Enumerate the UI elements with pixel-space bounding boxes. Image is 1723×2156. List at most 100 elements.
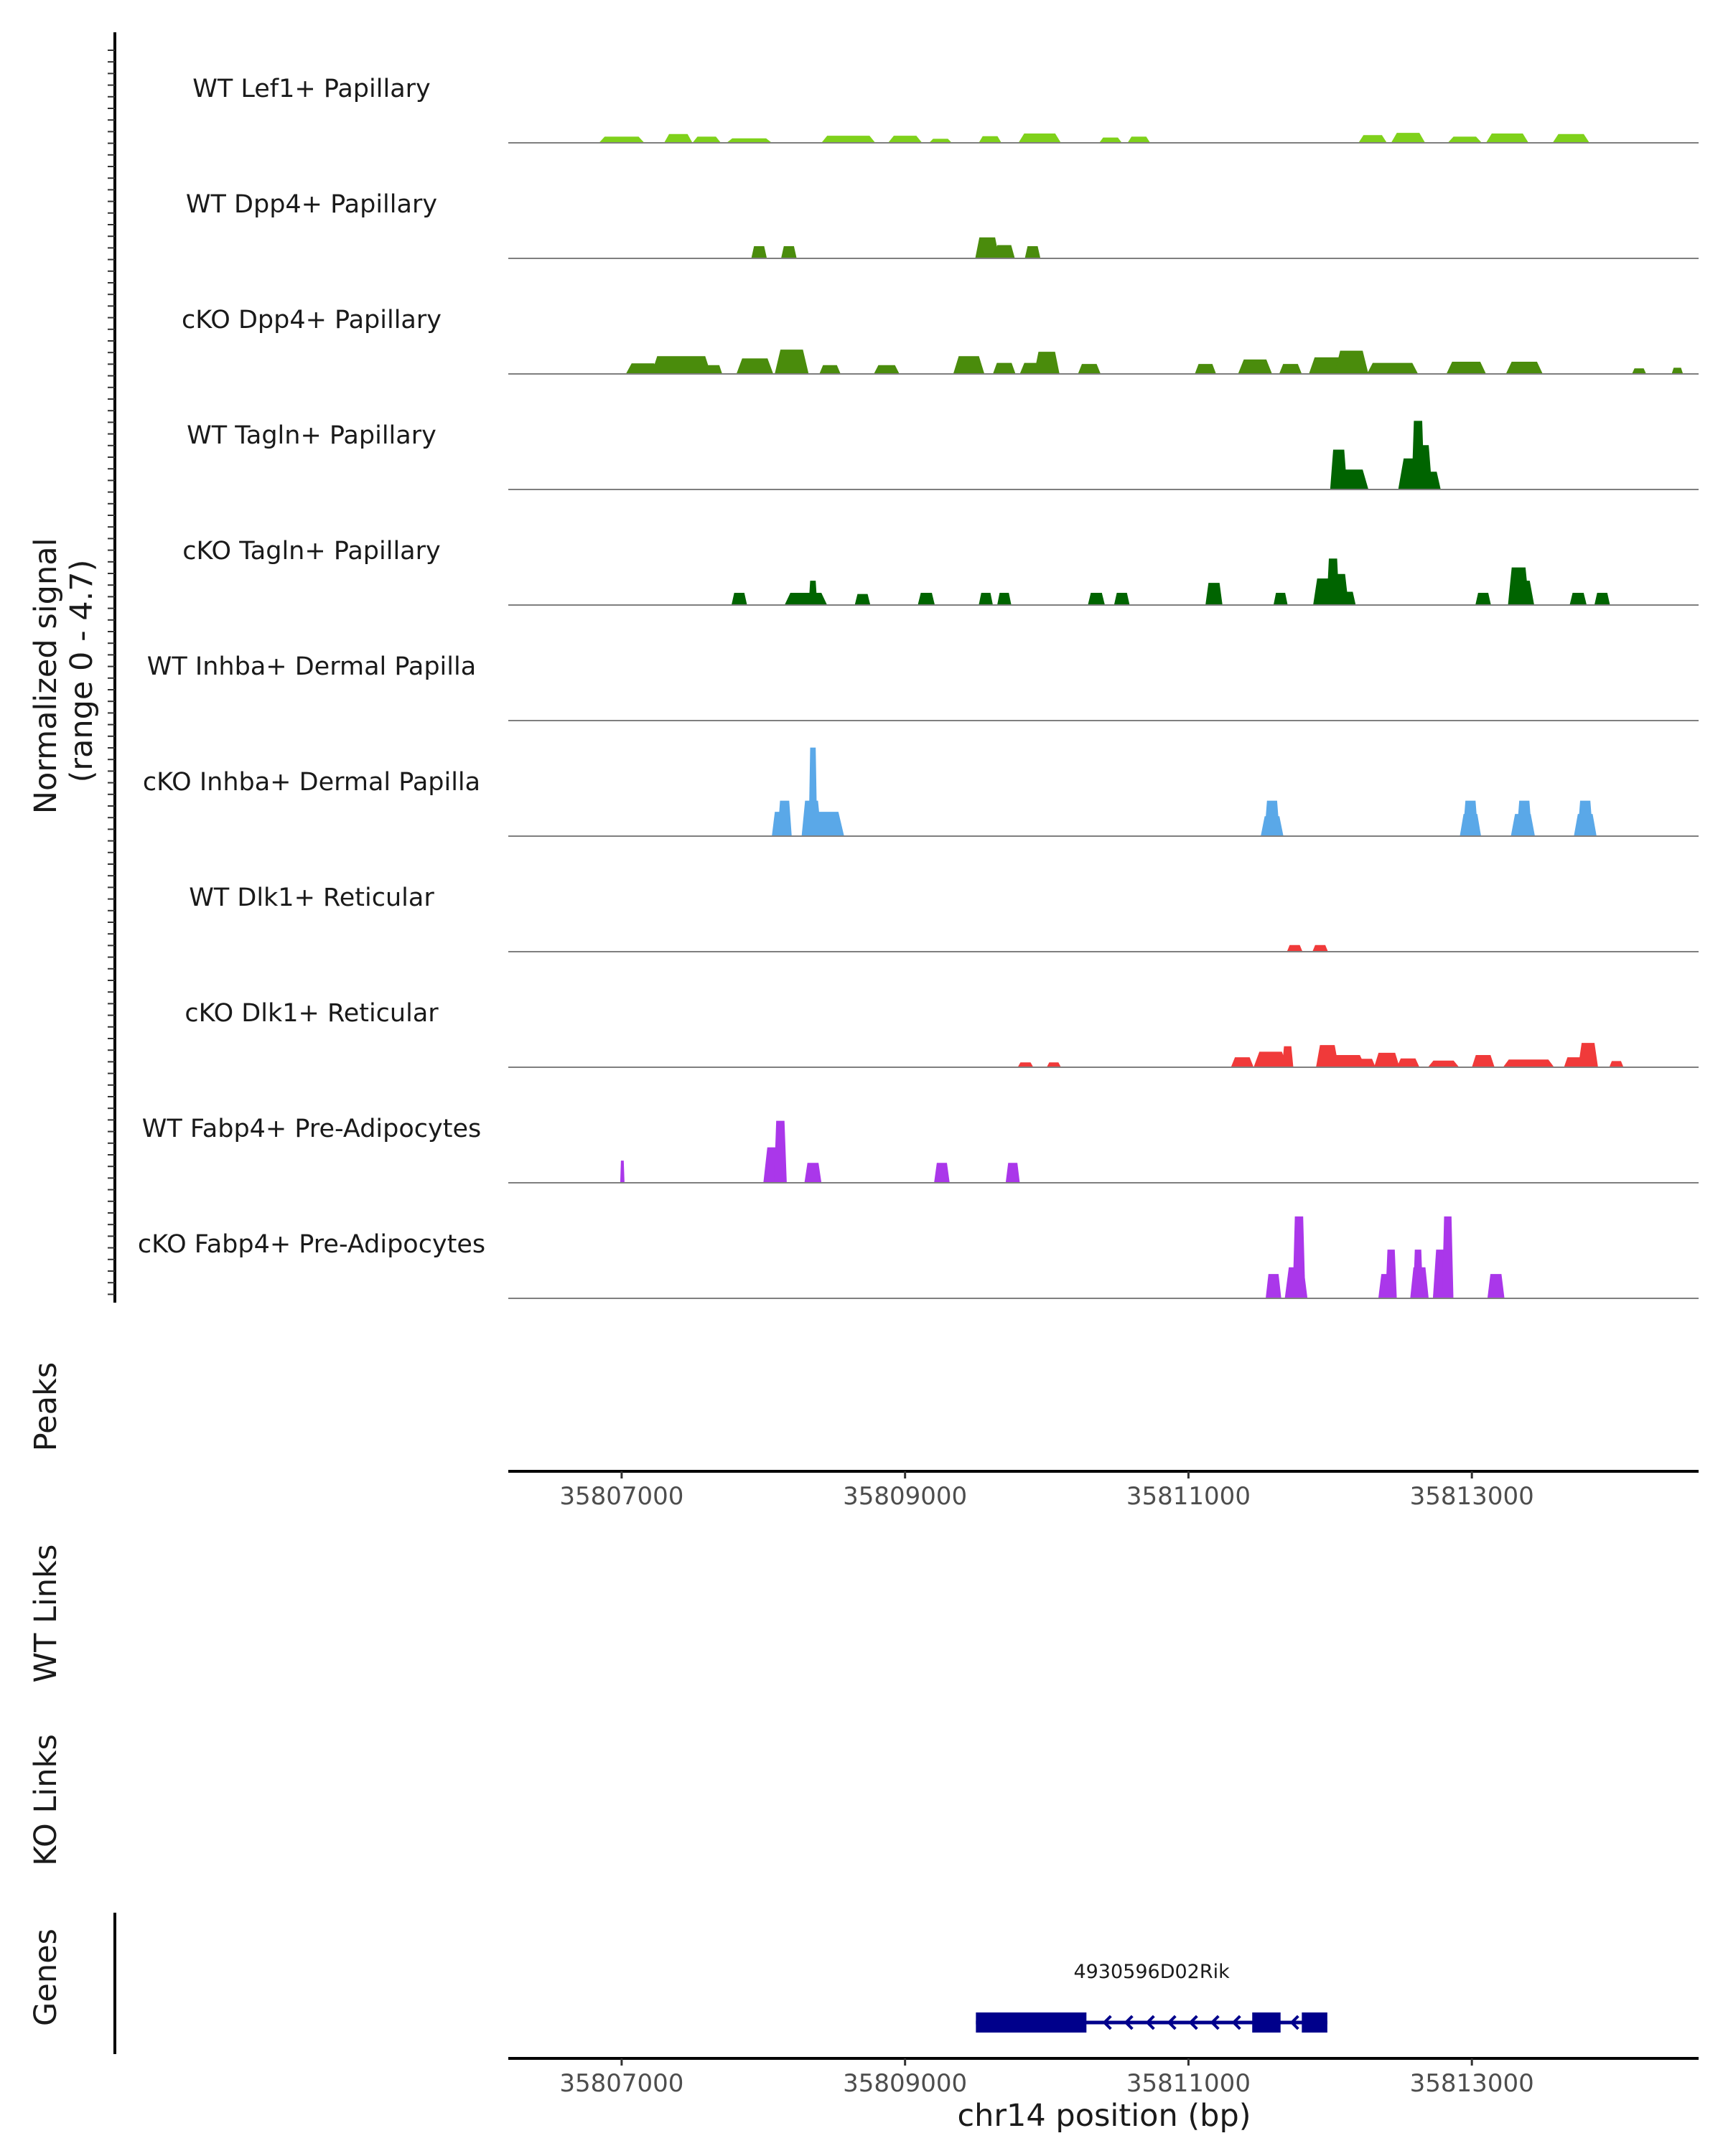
signal-peak — [1374, 1052, 1400, 1067]
signal-peak — [804, 1163, 822, 1183]
signal-peak — [975, 237, 999, 258]
signal-peak — [1355, 1059, 1376, 1067]
signal-peak — [1261, 816, 1284, 836]
signal-peak — [997, 593, 1012, 605]
signal-peak — [953, 356, 985, 374]
signal-peak — [784, 593, 828, 605]
x-top-tick-label: 35813000 — [1410, 1482, 1534, 1511]
signal-peak — [1358, 135, 1387, 143]
signal-peak — [781, 246, 797, 258]
signal-peak — [1574, 814, 1597, 836]
signal-axis-title-line1: Normalized signal — [28, 538, 64, 814]
track-3: cKO Dpp4+ Papillary — [182, 306, 1699, 375]
signal-axis-title: Normalized signal (range 0 - 4.7) — [28, 528, 100, 814]
signal-peak — [1273, 593, 1288, 605]
signal-y-axis — [108, 32, 116, 1303]
track-label: WT Inhba+ Dermal Papilla — [147, 652, 476, 681]
strand-arrow — [1102, 2015, 1112, 2030]
track-label: WT Dlk1+ Reticular — [189, 884, 434, 912]
strand-arrow — [1167, 2015, 1177, 2030]
x-bottom-tick-label: 35807000 — [559, 2069, 683, 2098]
track-7: cKO Inhba+ Dermal Papilla — [143, 747, 1699, 837]
signal-peak — [731, 593, 747, 605]
x-axis-title: chr14 position (bp) — [957, 2098, 1251, 2134]
signal-peak — [854, 594, 871, 605]
signal-peak — [929, 139, 952, 143]
signal-peak — [1367, 362, 1419, 374]
signal-peak — [1594, 593, 1610, 605]
strand-arrow — [1210, 2015, 1220, 2030]
signal-peak — [1338, 591, 1356, 605]
track-label: cKO Fabp4+ Pre-Adipocytes — [138, 1230, 485, 1259]
signal-peak — [736, 358, 774, 374]
signal-peak — [1472, 1055, 1495, 1067]
signal-peak — [751, 246, 767, 258]
signal-peak — [1099, 137, 1122, 143]
track-8: WT Dlk1+ Reticular — [189, 884, 1699, 952]
signal-peak — [1632, 368, 1646, 374]
signal-peak — [1334, 350, 1369, 374]
track-11: cKO Fabp4+ Pre-Adipocytes — [138, 1216, 1699, 1299]
signal-peak — [705, 365, 722, 374]
signal-peak — [1034, 352, 1060, 374]
gene-exon — [976, 2012, 1087, 2033]
signal-peak — [1088, 593, 1105, 605]
signal-peak — [1205, 583, 1223, 605]
ko-links-panel-label: KO Links — [28, 1734, 64, 1866]
signal-peak — [692, 136, 722, 143]
x-top-tick-label: 35809000 — [843, 1482, 967, 1511]
track-label: WT Tagln+ Papillary — [187, 421, 436, 450]
strand-arrow — [1188, 2015, 1198, 2030]
strand-arrow — [1124, 2015, 1134, 2030]
signal-peak — [819, 365, 841, 374]
track-label: cKO Dlk1+ Reticular — [185, 999, 439, 1028]
signal-peak — [1487, 1274, 1505, 1298]
signal-peak — [1266, 1274, 1281, 1298]
strand-arrow — [1145, 2015, 1155, 2030]
x-top-tick-label: 35807000 — [559, 1482, 683, 1511]
signal-peak — [1312, 945, 1328, 952]
signal-peak — [1195, 364, 1216, 374]
signal-peak — [821, 136, 876, 143]
strand-arrow — [1289, 2015, 1299, 2030]
gene-exon — [1302, 2012, 1327, 2033]
signal-peak — [727, 138, 772, 143]
signal-peak — [1287, 945, 1303, 952]
signal-peak — [1418, 472, 1441, 489]
x-bottom-tick-label: 35809000 — [843, 2069, 967, 2098]
signal-peak — [1442, 1216, 1454, 1298]
signal-peak — [774, 1120, 787, 1183]
signal-peak — [625, 363, 660, 374]
signal-peak — [1005, 1163, 1020, 1183]
signal-peak — [1127, 136, 1151, 143]
signal-peak — [1047, 1062, 1061, 1067]
signal-peak — [1578, 1043, 1598, 1067]
signal-peak — [1510, 814, 1535, 836]
strand-arrow — [1231, 2015, 1241, 2030]
signal-peak — [979, 136, 1001, 143]
signal-peak — [1017, 1062, 1034, 1067]
signal-peak — [599, 136, 645, 143]
track-6: WT Inhba+ Dermal Papilla — [147, 652, 1699, 721]
signal-peak — [1460, 814, 1481, 836]
signal-peak — [1018, 133, 1061, 143]
signal-peak — [1279, 364, 1302, 374]
signal-peak — [1569, 593, 1587, 605]
signal-peak — [1238, 359, 1272, 374]
signal-peak — [1413, 1250, 1424, 1298]
wt-links-panel-label: WT Links — [28, 1545, 64, 1683]
signal-peak — [994, 245, 1015, 258]
signal-peak — [1113, 593, 1130, 605]
signal-peak — [1552, 133, 1589, 143]
signal-axis-title-line2: (range 0 - 4.7) — [64, 560, 100, 783]
tracks-group: WT Lef1+ Papillary WT Dpp4+ Papillary cKO … — [138, 75, 1699, 1299]
track-label: WT Lef1+ Papillary — [192, 75, 431, 103]
track-1: WT Lef1+ Papillary — [192, 75, 1699, 144]
signal-peak — [807, 812, 844, 836]
x-bottom-tick-label: 35811000 — [1126, 2069, 1251, 2098]
track-9: cKO Dlk1+ Reticular — [185, 999, 1699, 1068]
signal-peak — [1391, 133, 1426, 143]
signal-peak — [1281, 1046, 1294, 1067]
peaks-panel-label: Peaks — [28, 1362, 64, 1452]
